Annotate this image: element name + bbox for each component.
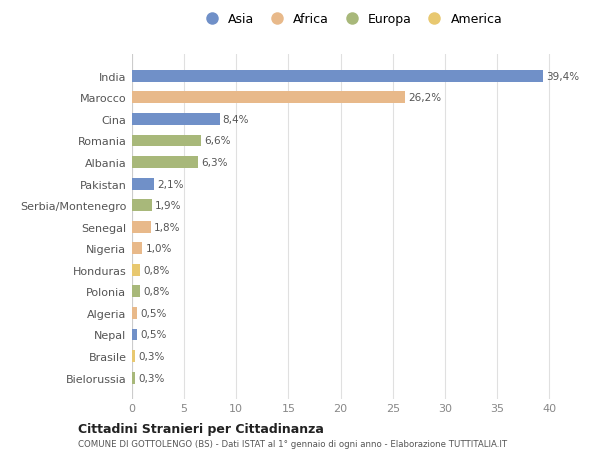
- Text: 2,1%: 2,1%: [157, 179, 184, 189]
- Bar: [132, 308, 137, 319]
- Text: Cittadini Stranieri per Cittadinanza: Cittadini Stranieri per Cittadinanza: [78, 422, 324, 436]
- Legend: Asia, Africa, Europa, America: Asia, Africa, Europa, America: [200, 13, 502, 26]
- Text: 0,3%: 0,3%: [138, 373, 164, 383]
- Text: COMUNE DI GOTTOLENGO (BS) - Dati ISTAT al 1° gennaio di ogni anno - Elaborazione: COMUNE DI GOTTOLENGO (BS) - Dati ISTAT a…: [78, 439, 507, 448]
- Bar: [132, 329, 137, 341]
- Text: 0,8%: 0,8%: [143, 265, 170, 275]
- Text: 6,6%: 6,6%: [204, 136, 230, 146]
- Text: 39,4%: 39,4%: [546, 72, 579, 82]
- Text: 6,3%: 6,3%: [201, 158, 227, 168]
- Text: 0,3%: 0,3%: [138, 351, 164, 361]
- Bar: [132, 286, 140, 297]
- Text: 26,2%: 26,2%: [409, 93, 442, 103]
- Bar: [132, 178, 154, 190]
- Text: 1,9%: 1,9%: [155, 201, 181, 211]
- Text: 1,0%: 1,0%: [146, 244, 172, 254]
- Bar: [132, 243, 142, 255]
- Bar: [132, 350, 135, 362]
- Bar: [132, 71, 543, 83]
- Text: 8,4%: 8,4%: [223, 115, 249, 125]
- Bar: [132, 221, 151, 233]
- Text: 1,8%: 1,8%: [154, 222, 181, 232]
- Bar: [132, 92, 405, 104]
- Bar: [132, 372, 135, 384]
- Text: 0,5%: 0,5%: [140, 330, 167, 340]
- Text: 0,8%: 0,8%: [143, 287, 170, 297]
- Bar: [132, 264, 140, 276]
- Bar: [132, 157, 198, 168]
- Bar: [132, 114, 220, 126]
- Text: 0,5%: 0,5%: [140, 308, 167, 318]
- Bar: [132, 135, 201, 147]
- Bar: [132, 200, 152, 212]
